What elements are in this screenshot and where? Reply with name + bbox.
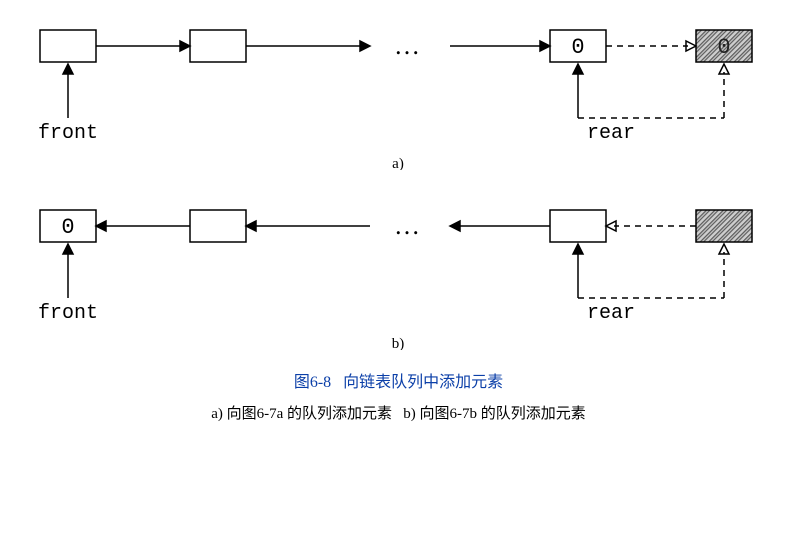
queue-node — [40, 30, 96, 62]
queue-node — [190, 30, 246, 62]
queue-node — [696, 210, 752, 242]
node-value: 0 — [61, 215, 74, 240]
front-label: front — [38, 302, 98, 325]
diagram-b: 0 … front rear b) — [20, 200, 777, 350]
figure-caption-sub: a) 向图6-7a 的队列添加元素 b) 向图6-7b 的队列添加元素 — [20, 402, 777, 423]
queue-node — [190, 210, 246, 242]
queue-node: 0 — [40, 210, 96, 242]
ellipsis: … — [394, 211, 426, 240]
rear-label: rear — [587, 302, 635, 325]
queue-node: 0 — [696, 30, 752, 62]
node-value: 0 — [571, 35, 584, 60]
figure-6-8: 0 0 … front rear a) 0 … front rear b) 图6-8 向链表队列中… — [20, 20, 777, 423]
caption-prefix: 图6-8 — [294, 374, 331, 391]
caption-sub-b: b) 向图6-7b 的队列添加元素 — [403, 406, 586, 422]
queue-node: 0 — [550, 30, 606, 62]
node-value: 0 — [717, 35, 730, 60]
caption-text: 向链表队列中添加元素 — [343, 374, 503, 391]
ellipsis: … — [394, 31, 426, 60]
figure-caption-main: 图6-8 向链表队列中添加元素 — [20, 368, 777, 392]
sublabel: a) — [392, 156, 404, 170]
rear-label: rear — [587, 122, 635, 145]
queue-node — [550, 210, 606, 242]
front-label: front — [38, 122, 98, 145]
caption-sub-a: a) 向图6-7a 的队列添加元素 — [211, 406, 392, 422]
sublabel: b) — [392, 336, 405, 350]
diagram-a: 0 0 … front rear a) — [20, 20, 777, 170]
